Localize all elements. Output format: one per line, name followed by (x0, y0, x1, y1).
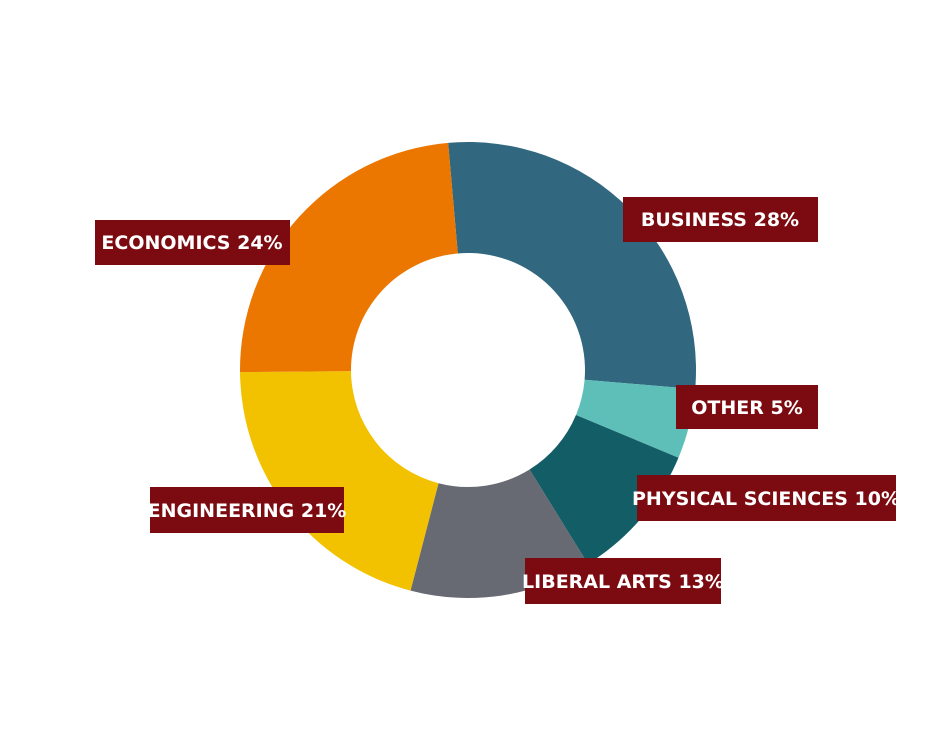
label-economics-text: ECONOMICS 24% (101, 232, 282, 254)
label-other-text: OTHER 5% (691, 397, 803, 419)
label-physical-sciences: PHYSICAL SCIENCES 10% (632, 475, 900, 521)
label-liberal-arts: LIBERAL ARTS 13% (522, 558, 724, 604)
label-engineering: ENGINEERING 21% (148, 487, 347, 533)
slice-other (575, 379, 696, 458)
label-engineering-text: ENGINEERING 21% (148, 500, 347, 522)
label-liberal-arts-text: LIBERAL ARTS 13% (522, 571, 724, 593)
label-physical-sciences-text: PHYSICAL SCIENCES 10% (632, 488, 900, 510)
label-economics: ECONOMICS 24% (95, 220, 290, 265)
label-other: OTHER 5% (676, 385, 818, 429)
slice-business (448, 142, 696, 390)
label-business-text: BUSINESS 28% (641, 209, 799, 231)
slice-physical-sciences (529, 415, 679, 564)
slice-engineering (240, 371, 439, 591)
label-business: BUSINESS 28% (623, 197, 818, 242)
slice-economics (240, 142, 458, 373)
